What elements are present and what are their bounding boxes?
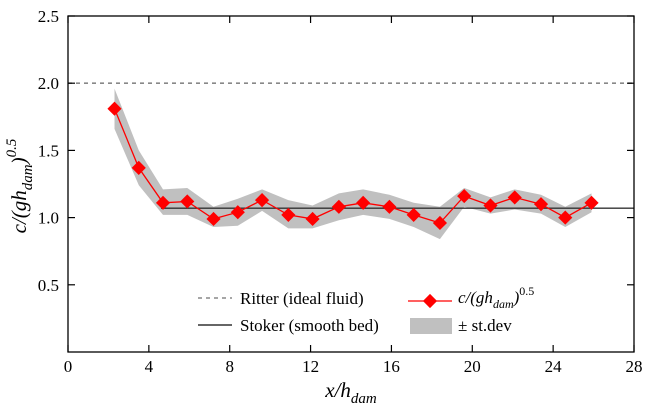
y-tick-label: 1.5: [38, 141, 59, 160]
series-marker: [206, 211, 221, 227]
x-tick-label: 16: [383, 357, 400, 376]
x-tick-label: 0: [64, 357, 73, 376]
x-tick-label: 8: [225, 357, 234, 376]
x-tick-label: 24: [545, 357, 563, 376]
series-marker: [331, 199, 346, 214]
series-marker: [155, 195, 171, 210]
y-axis-label-base: c/(gh: [7, 190, 31, 233]
series-markers: [107, 101, 599, 231]
series-marker: [382, 199, 397, 214]
series-marker: [131, 160, 146, 175]
legend-series-swatch-marker: [422, 293, 438, 309]
stdev-band: [114, 88, 592, 240]
series-marker: [558, 210, 573, 225]
x-tick-label: 12: [302, 357, 319, 376]
series-marker: [180, 194, 195, 209]
series-marker: [356, 195, 371, 210]
x-tick-label: 20: [464, 357, 481, 376]
series-marker: [483, 198, 498, 213]
series-marker: [432, 215, 448, 231]
series-marker: [507, 190, 522, 205]
series-marker: [406, 207, 421, 222]
y-axis-label: c/(ghdam)0.5: [4, 138, 36, 233]
y-axis-label-sup: 0.5: [4, 138, 20, 157]
plot-frame: [67, 15, 635, 353]
x-axis-label: x/hdam: [324, 378, 377, 406]
legend-series-label-close: ): [513, 288, 520, 307]
legend-stdev-swatch: [410, 318, 452, 334]
legend-ritter-label: Ritter (ideal fluid): [240, 289, 364, 308]
x-ticks: 0 4 8 12 16 20 24 28: [64, 16, 643, 376]
series-marker: [305, 211, 320, 227]
x-tick-label: 28: [626, 357, 643, 376]
legend-series-label-base: c/(gh: [458, 288, 493, 307]
series-marker: [281, 207, 296, 222]
legend: Ritter (ideal fluid) Stoker (smooth bed)…: [198, 284, 534, 335]
series-marker: [230, 205, 245, 220]
y-ticks: 0.5 1.0 1.5 2.0 2.5: [38, 7, 634, 295]
y-tick-label: 2.5: [38, 7, 59, 26]
legend-series-label: c/(ghdam)0.5: [458, 284, 534, 311]
legend-series-label-sup: 0.5: [519, 284, 534, 298]
x-axis-label-base: x/h: [324, 378, 351, 402]
y-tick-label: 2.0: [38, 74, 59, 93]
series-marker: [533, 197, 549, 212]
series-marker: [457, 189, 472, 204]
series-marker: [254, 193, 270, 208]
y-axis-label-sub: dam: [20, 164, 36, 190]
x-axis-label-sub: dam: [351, 391, 377, 406]
y-axis-label-close: ): [7, 157, 31, 165]
y-tick-label: 0.5: [38, 276, 59, 295]
legend-stdev-label: ± st.dev: [458, 316, 512, 335]
series-marker: [584, 195, 599, 210]
legend-series-label-sub: dam: [493, 297, 514, 311]
x-tick-label: 4: [145, 357, 154, 376]
legend-stoker-label: Stoker (smooth bed): [240, 316, 379, 335]
y-tick-label: 1.0: [38, 209, 59, 228]
